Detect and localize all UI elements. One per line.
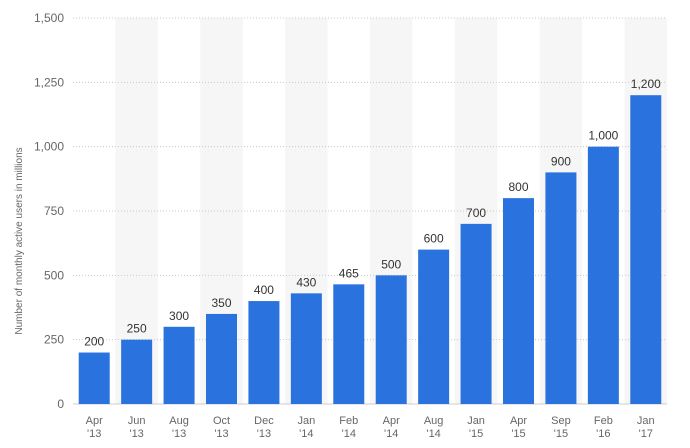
x-tick-label: Jun <box>128 415 146 427</box>
data-label: 250 <box>127 322 147 336</box>
data-label: 350 <box>211 296 231 310</box>
x-tick-label-year: '13 <box>257 428 271 440</box>
bar <box>163 326 195 404</box>
bar <box>290 293 322 404</box>
y-tick-label: 250 <box>44 333 64 347</box>
x-tick-label: Sep <box>551 415 571 427</box>
x-tick-label: Oct <box>213 415 230 427</box>
bars <box>78 95 662 404</box>
x-axis-ticks: Apr'13Jun'13Aug'13Oct'13Dec'13Jan'14Feb'… <box>86 415 655 440</box>
x-tick-label: Apr <box>383 415 400 427</box>
data-label: 600 <box>424 232 444 246</box>
data-label: 1,000 <box>588 129 618 143</box>
x-tick-label: Jan <box>637 415 655 427</box>
x-tick-label-year: '14 <box>342 428 356 440</box>
x-tick-label-year: '13 <box>214 428 228 440</box>
bar <box>248 301 280 404</box>
data-label: 200 <box>84 335 104 349</box>
data-label: 465 <box>339 266 359 280</box>
x-tick-label-year: '15 <box>554 428 568 440</box>
x-tick-label-year: '15 <box>511 428 525 440</box>
x-tick-label-year: '14 <box>426 428 440 440</box>
x-tick-label-year: '16 <box>596 428 610 440</box>
data-label: 500 <box>381 257 401 271</box>
x-tick-label-year: '17 <box>639 428 653 440</box>
x-tick-label: Feb <box>339 415 358 427</box>
x-tick-label-year: '14 <box>384 428 398 440</box>
bar <box>78 352 110 404</box>
x-tick-label: Jan <box>467 415 485 427</box>
bar <box>545 172 577 404</box>
y-tick-label: 1,000 <box>34 140 64 154</box>
x-tick-label-year: '15 <box>469 428 483 440</box>
bar <box>206 313 237 404</box>
bar <box>418 249 450 404</box>
x-tick-label: Dec <box>254 415 274 427</box>
data-label: 400 <box>254 283 274 297</box>
y-axis-ticks: 0 250 500 750 1,000 1,250 1,500 <box>34 11 64 411</box>
bar <box>630 95 662 404</box>
x-tick-label: Apr <box>86 415 103 427</box>
y-tick-label: 1,250 <box>34 75 64 89</box>
data-label: 800 <box>508 180 528 194</box>
x-tick-label-year: '13 <box>129 428 143 440</box>
bar <box>121 339 153 404</box>
data-label: 700 <box>466 206 486 220</box>
data-label: 300 <box>169 309 189 323</box>
x-tick-label-year: '13 <box>172 428 186 440</box>
bar <box>333 284 365 404</box>
bar <box>375 275 407 404</box>
data-label: 900 <box>551 154 571 168</box>
bar <box>587 146 619 404</box>
y-axis-label: Number of monthly active users in millio… <box>14 147 25 334</box>
data-label: 430 <box>296 275 316 289</box>
y-tick-label: 500 <box>44 268 64 282</box>
data-label: 1,200 <box>631 77 661 91</box>
x-tick-label: Jan <box>297 415 315 427</box>
y-tick-label: 0 <box>57 397 64 411</box>
x-tick-label-year: '14 <box>299 428 313 440</box>
bar <box>503 198 534 404</box>
x-tick-label: Feb <box>594 415 613 427</box>
y-tick-label: 1,500 <box>34 11 64 25</box>
y-tick-label: 750 <box>44 204 64 218</box>
x-tick-label-year: '13 <box>87 428 101 440</box>
x-tick-label: Apr <box>510 415 527 427</box>
x-tick-label: Aug <box>424 415 444 427</box>
x-tick-label: Aug <box>169 415 189 427</box>
value-labels: 200 250 300 350 400 430 465 500 600 700 800 900 1,00… <box>84 77 661 348</box>
bar <box>460 223 492 404</box>
